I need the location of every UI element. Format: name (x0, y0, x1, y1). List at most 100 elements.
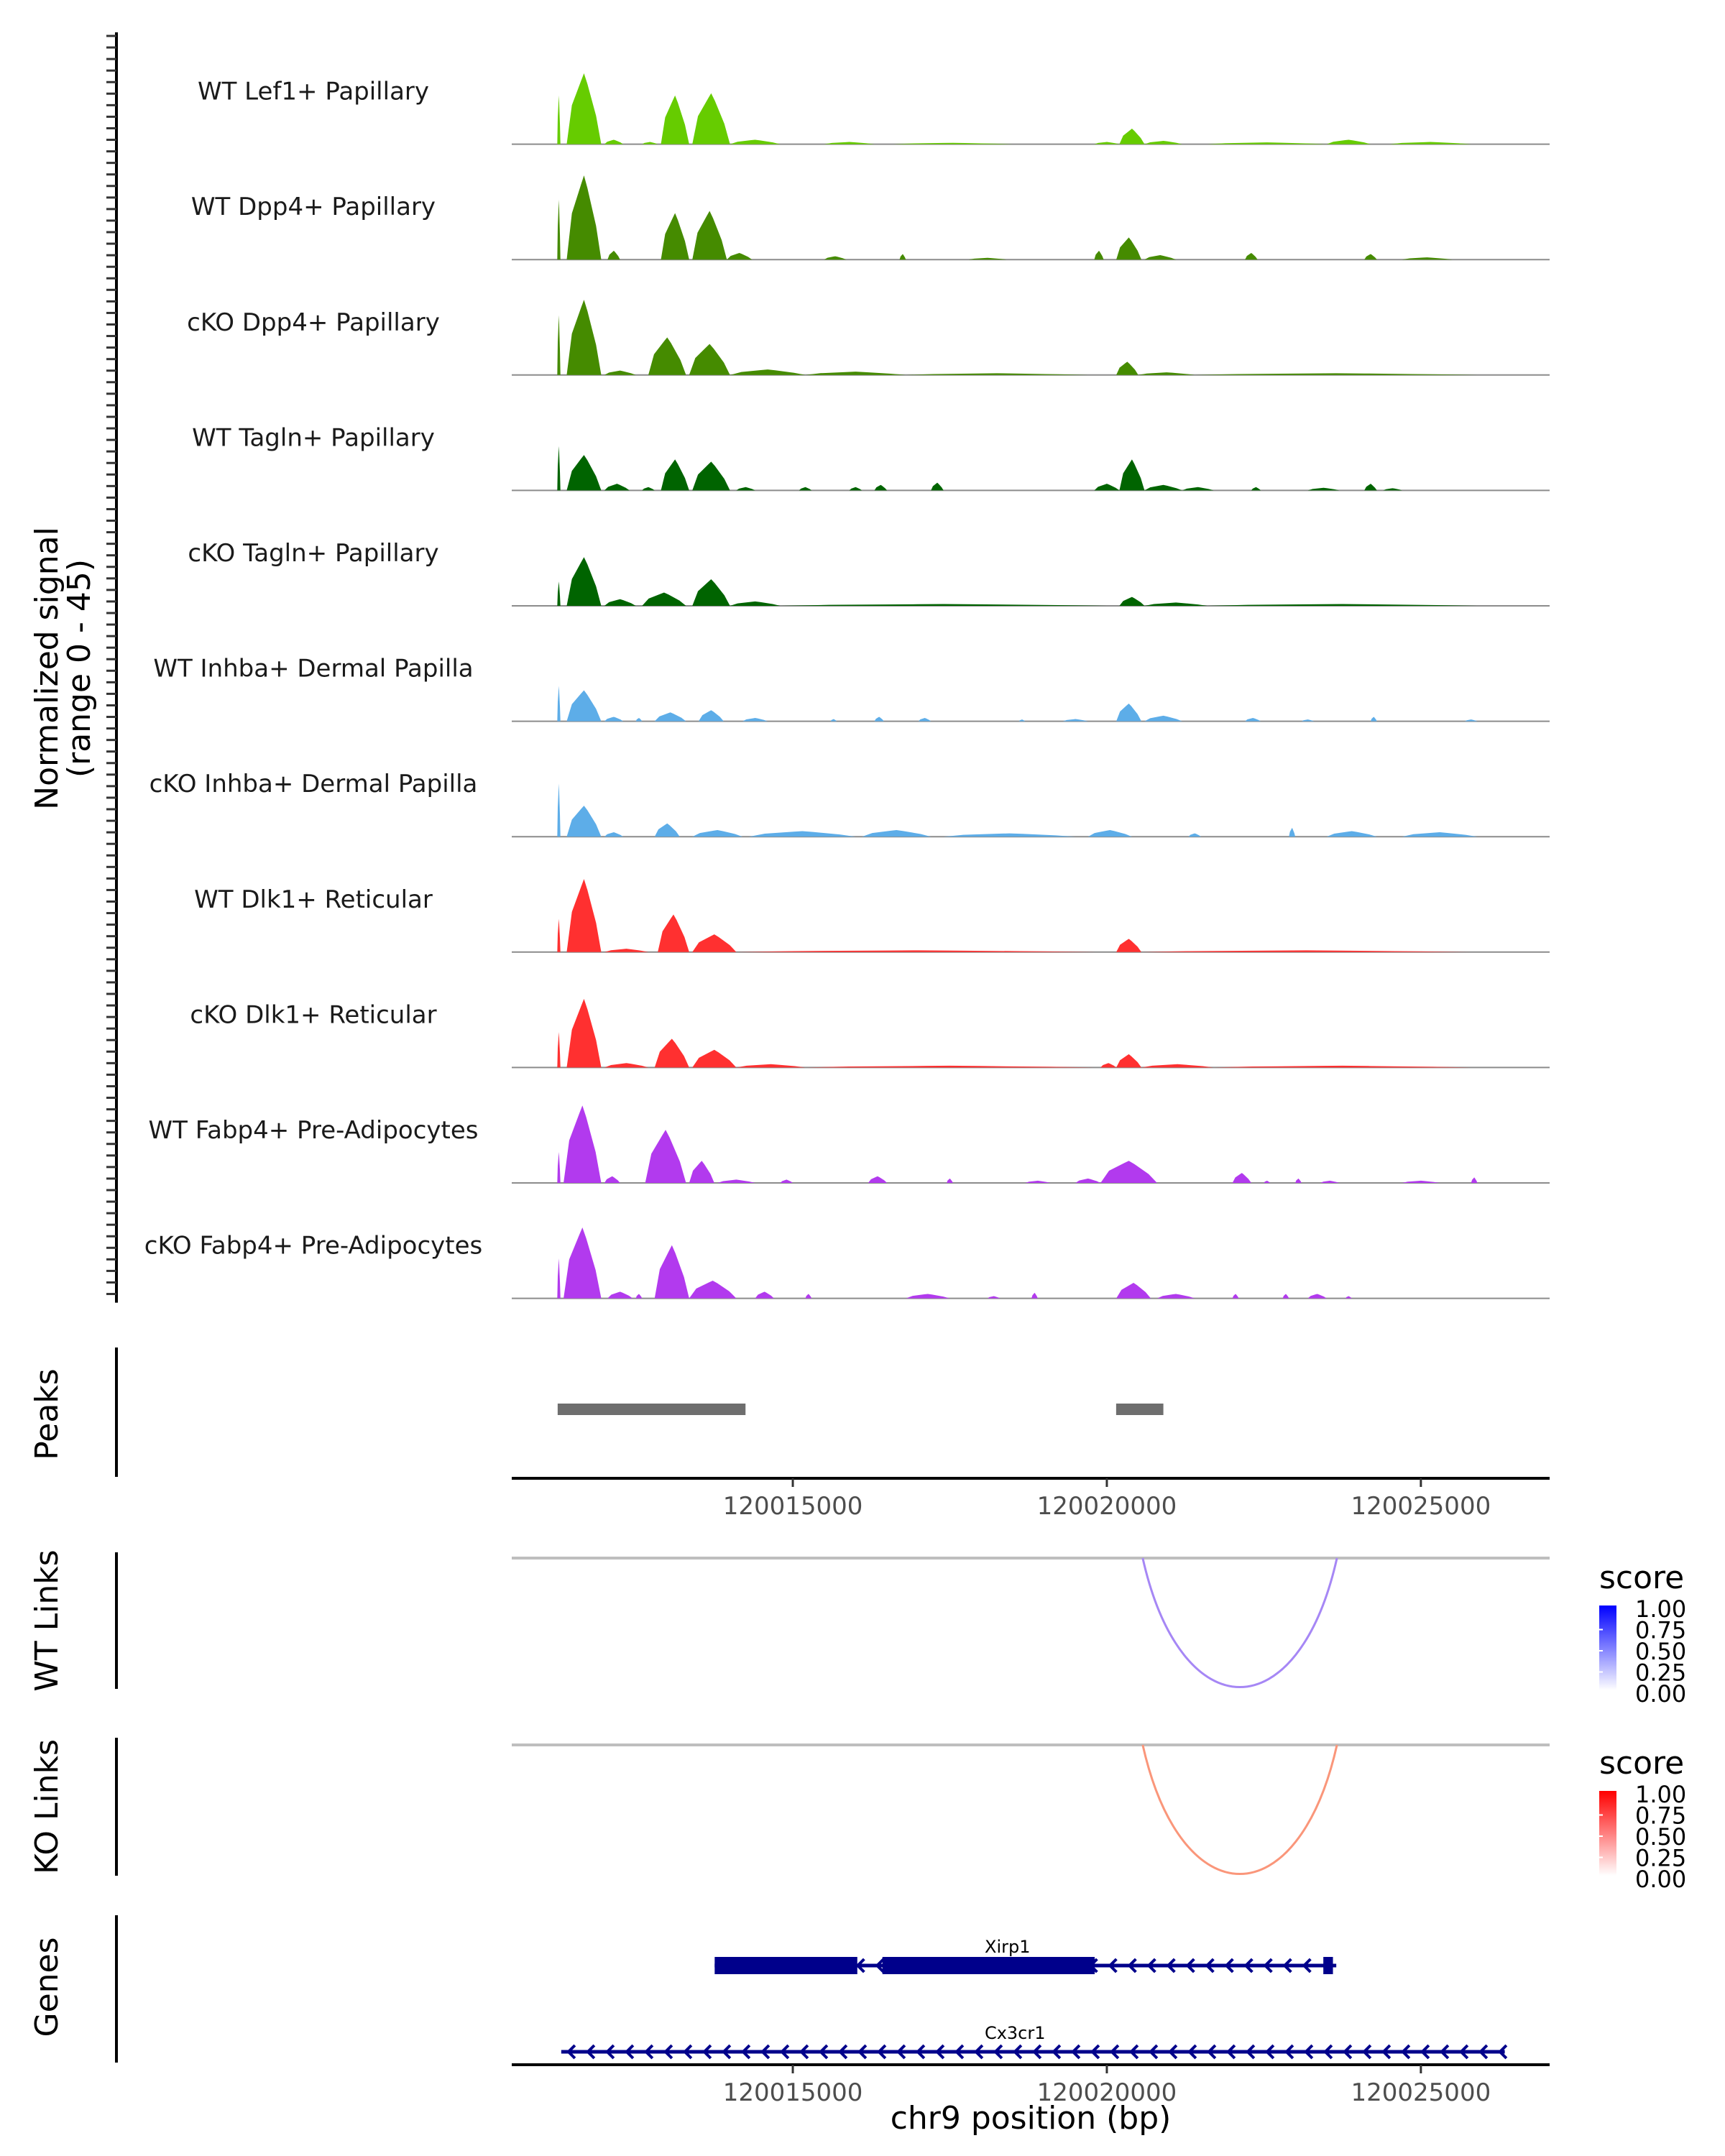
y-axis-range-label: (range 0 - 45) (61, 559, 98, 778)
strand-arrow (1478, 2044, 1489, 2060)
strand-arrow (760, 2044, 770, 2060)
strand-arrow (1166, 1958, 1176, 1973)
coverage-peak (692, 934, 737, 952)
track-label: cKO Fabp4+ Pre-Adipocytes (144, 1232, 483, 1261)
strand-arrow (741, 2044, 751, 2060)
coverage-peak (1207, 604, 1478, 606)
coverage-peak (642, 592, 686, 606)
gene: Xirp1 (714, 1937, 1337, 1974)
strand-arrow (1205, 1958, 1215, 1973)
track-label: WT Lef1+ Papillary (198, 78, 429, 106)
strand-arrow (625, 2044, 635, 2060)
strand-arrow (1381, 2044, 1392, 2060)
strand-arrow (819, 2044, 829, 2060)
strand-arrow (1343, 2044, 1353, 2060)
coverage-peak (805, 1065, 1095, 1068)
strand-arrow (855, 1958, 865, 1973)
coverage-peak (692, 1049, 737, 1068)
track-label: cKO Inhba+ Dermal Papilla (150, 770, 478, 798)
strand-arrow (1420, 2044, 1430, 2060)
coverage-peak (564, 1105, 602, 1183)
coverage-track: cKO Dlk1+ Reticular (190, 998, 1550, 1069)
coverage-peak (557, 446, 561, 491)
legend-colorbar (1599, 1791, 1616, 1876)
coverage-peak (730, 139, 781, 144)
coverage-peak (557, 1151, 561, 1183)
coverage-peak (1301, 719, 1315, 722)
coverage-peak (1245, 717, 1261, 722)
coverage-peak (604, 717, 624, 722)
coverage-track: WT Dlk1+ Reticular (194, 879, 1550, 953)
coverage-peak (692, 579, 730, 606)
coverage-peak (1289, 827, 1296, 837)
coverage-peak (1116, 1054, 1142, 1068)
coverage-peak (692, 461, 730, 491)
x-tick-label: 120025000 (1351, 1492, 1491, 1521)
coverage-peak (566, 557, 602, 606)
coverage-peak (824, 256, 847, 260)
coverage-peak (654, 1245, 689, 1299)
peaks-track-label: Peaks (29, 1368, 65, 1460)
coverage-peak (1232, 1173, 1251, 1183)
coverage-peak (1370, 717, 1377, 722)
coverage-peak (557, 686, 561, 722)
coverage-peak (1075, 1178, 1101, 1183)
coverage-peak (968, 257, 1007, 260)
coverage-peak (1389, 142, 1471, 144)
strand-arrow (1243, 1958, 1254, 1973)
coverage-peak (849, 487, 862, 491)
strand-arrow (566, 2044, 576, 2060)
track-label: cKO Dlk1+ Reticular (190, 1000, 436, 1029)
coverage-peak (780, 604, 1107, 606)
coverage-peak (736, 950, 1101, 952)
x-tick-label: 120015000 (723, 1492, 863, 1521)
coverage-peak (658, 914, 689, 952)
strand-arrow (1284, 2044, 1294, 2060)
coverage-peak (1182, 487, 1214, 491)
coverage-peak (692, 93, 730, 144)
coverage-peak (557, 200, 561, 260)
coverage-peak (868, 1176, 888, 1183)
y-axis-label: Normalized signal (29, 527, 65, 810)
coverage-peak (931, 482, 944, 491)
strand-arrow (1149, 2044, 1159, 2060)
coverage-peak (805, 372, 906, 375)
coverage-peak (1144, 140, 1182, 144)
coverage-peak (661, 459, 689, 491)
coverage-peak (604, 832, 624, 837)
x-axis-genes: 120015000 120020000 120025000 (512, 2063, 1550, 2107)
coverage-peak (692, 829, 743, 837)
coverage-peak (1144, 602, 1208, 606)
coverage-peak (689, 1161, 714, 1183)
coverage-peak (642, 487, 655, 491)
coverage-peak (566, 455, 602, 491)
coverage-peak (1346, 1296, 1352, 1299)
peak-regions (557, 1404, 1164, 1415)
legend-title: score (1599, 1560, 1684, 1596)
coverage-peak (1018, 719, 1026, 722)
strand-arrow (1110, 2044, 1120, 2060)
coverage-peak (1282, 1294, 1289, 1299)
strand-arrow (1323, 2044, 1333, 2060)
coverage-peak (1326, 139, 1371, 144)
coverage-peak (906, 1294, 950, 1299)
strand-arrow (1304, 2044, 1314, 2060)
peak-region (1116, 1404, 1164, 1415)
coverage-peak (1144, 255, 1177, 260)
coverage-peak (780, 1179, 794, 1183)
peak-region (557, 1404, 746, 1415)
strand-arrow (916, 2044, 926, 2060)
gene-exon (882, 1957, 1095, 1974)
coverage-peak (604, 599, 636, 606)
coverage-peak (557, 581, 561, 606)
strand-arrow (1129, 2044, 1139, 2060)
coverage-peak (607, 1291, 633, 1299)
coverage-peak (947, 1178, 953, 1183)
track-label: WT Fabp4+ Pre-Adipocytes (149, 1116, 479, 1145)
link-arc (1141, 1744, 1338, 1876)
coverage-peak (824, 142, 875, 144)
coverage-peak (604, 484, 630, 491)
strand-arrow (586, 2044, 596, 2060)
